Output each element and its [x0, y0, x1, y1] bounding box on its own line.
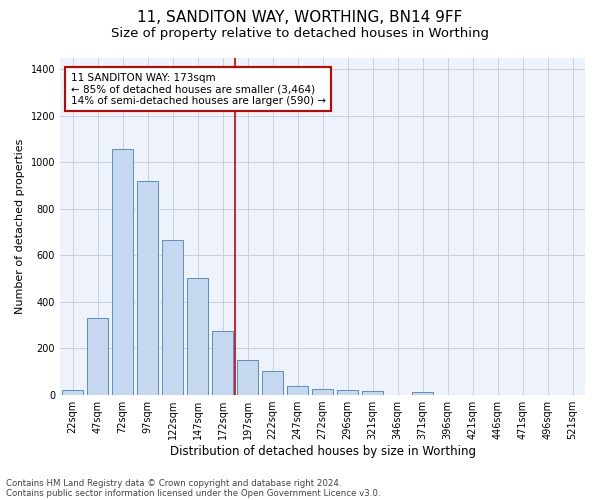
Text: 11, SANDITON WAY, WORTHING, BN14 9FF: 11, SANDITON WAY, WORTHING, BN14 9FF: [137, 10, 463, 25]
Bar: [362, 391, 383, 394]
Bar: [62, 390, 83, 394]
Bar: [262, 372, 283, 394]
Y-axis label: Number of detached properties: Number of detached properties: [15, 138, 25, 314]
Text: Contains HM Land Registry data © Crown copyright and database right 2024.: Contains HM Land Registry data © Crown c…: [6, 478, 341, 488]
Bar: [237, 360, 258, 394]
Bar: [412, 392, 433, 394]
X-axis label: Distribution of detached houses by size in Worthing: Distribution of detached houses by size …: [170, 444, 476, 458]
Bar: [212, 330, 233, 394]
Bar: [162, 240, 183, 394]
Bar: [112, 150, 133, 394]
Text: Contains public sector information licensed under the Open Government Licence v3: Contains public sector information licen…: [6, 488, 380, 498]
Bar: [287, 386, 308, 394]
Bar: [87, 318, 108, 394]
Text: Size of property relative to detached houses in Worthing: Size of property relative to detached ho…: [111, 28, 489, 40]
Bar: [312, 389, 333, 394]
Bar: [137, 180, 158, 394]
Bar: [187, 278, 208, 394]
Bar: [337, 390, 358, 394]
Text: 11 SANDITON WAY: 173sqm
← 85% of detached houses are smaller (3,464)
14% of semi: 11 SANDITON WAY: 173sqm ← 85% of detache…: [71, 72, 326, 106]
